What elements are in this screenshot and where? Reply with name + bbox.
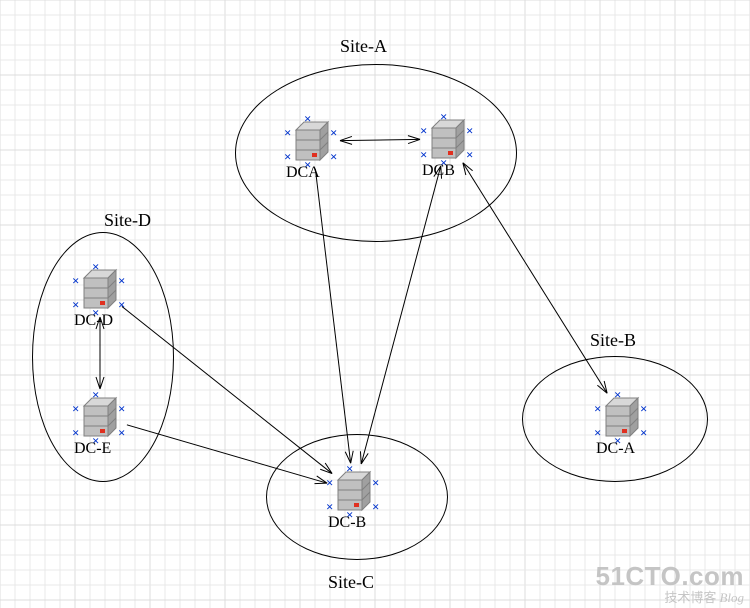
connection-point-icon: × bbox=[640, 402, 647, 415]
site-label-site-b: Site-B bbox=[590, 330, 636, 351]
node-label-dc-a: DC-A bbox=[596, 440, 635, 458]
connection-point-icon: × bbox=[72, 426, 79, 439]
server-node-dc-a bbox=[600, 396, 644, 438]
connection-point-icon: × bbox=[72, 402, 79, 415]
node-label-dc-e: DC-E bbox=[74, 440, 111, 458]
connection-point-icon: × bbox=[594, 426, 601, 439]
connection-point-icon: × bbox=[466, 148, 473, 161]
watermark-line2: 技术博客Blog bbox=[595, 591, 744, 604]
connection-point-icon: × bbox=[284, 150, 291, 163]
server-node-dc-b bbox=[332, 470, 376, 512]
connection-point-icon: × bbox=[440, 110, 447, 123]
connection-point-icon: × bbox=[420, 124, 427, 137]
connection-point-icon: × bbox=[330, 150, 337, 163]
server-node-dca bbox=[290, 120, 334, 162]
site-label-site-d: Site-D bbox=[104, 210, 151, 231]
site-ellipse-site-a bbox=[235, 64, 517, 242]
connection-point-icon: × bbox=[640, 426, 647, 439]
connection-point-icon: × bbox=[72, 274, 79, 287]
node-label-dc-b: DC-B bbox=[328, 514, 366, 532]
connection-point-icon: × bbox=[330, 126, 337, 139]
connection-point-icon: × bbox=[420, 148, 427, 161]
connection-point-icon: × bbox=[346, 462, 353, 475]
connection-point-icon: × bbox=[614, 388, 621, 401]
node-label-dc-d: DC-D bbox=[74, 312, 113, 330]
connection-point-icon: × bbox=[118, 426, 125, 439]
server-node-dcb bbox=[426, 118, 470, 160]
site-label-site-a: Site-A bbox=[340, 36, 387, 57]
connection-point-icon: × bbox=[594, 402, 601, 415]
connection-point-icon: × bbox=[118, 274, 125, 287]
connection-point-icon: × bbox=[326, 476, 333, 489]
site-label-site-c: Site-C bbox=[328, 572, 374, 593]
diagram-canvas: Site-ASite-DSite-BSite-C ××××××DCA ×××××… bbox=[0, 0, 750, 608]
connection-point-icon: × bbox=[372, 500, 379, 513]
connection-point-icon: × bbox=[284, 126, 291, 139]
server-node-dc-d bbox=[78, 268, 122, 310]
connection-point-icon: × bbox=[326, 500, 333, 513]
watermark-line1: 51CTO.com bbox=[595, 563, 744, 589]
connection-point-icon: × bbox=[372, 476, 379, 489]
node-label-dcb: DCB bbox=[422, 162, 455, 180]
watermark: 51CTO.com 技术博客Blog bbox=[595, 563, 744, 604]
connection-point-icon: × bbox=[72, 298, 79, 311]
connection-point-icon: × bbox=[92, 388, 99, 401]
connection-point-icon: × bbox=[466, 124, 473, 137]
node-label-dca: DCA bbox=[286, 164, 320, 182]
connection-point-icon: × bbox=[118, 402, 125, 415]
connection-point-icon: × bbox=[304, 112, 311, 125]
connection-point-icon: × bbox=[92, 260, 99, 273]
connection-point-icon: × bbox=[118, 298, 125, 311]
server-node-dc-e bbox=[78, 396, 122, 438]
